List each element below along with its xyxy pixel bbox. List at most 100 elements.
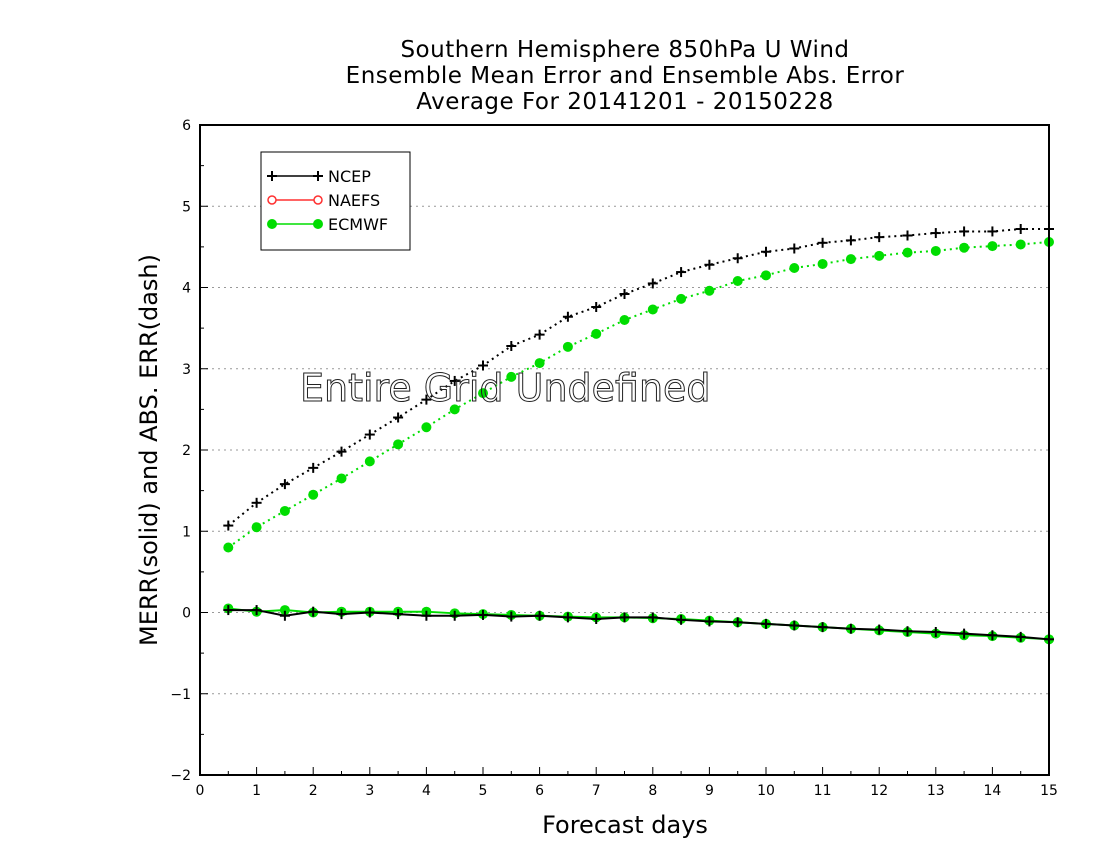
- legend-marker-ecmwf-start: [267, 219, 277, 229]
- ncep-mean-err-point: [308, 606, 319, 617]
- ecmwf-abs-err-point: [647, 304, 658, 315]
- legend-marker-ncep-end: [313, 171, 323, 181]
- y-axis-label: MERR(solid) and ABS. ERR(dash): [135, 254, 163, 646]
- x-tick-label: 8: [648, 783, 657, 799]
- ecmwf-abs-err-point: [223, 542, 234, 553]
- ncep-abs-err-point: [223, 520, 234, 531]
- legend: NCEP NAEFS ECMWF: [260, 151, 411, 251]
- x-tick-label: 11: [814, 783, 832, 799]
- ncep-mean-err-line: [228, 609, 1050, 641]
- legend-box: [260, 151, 411, 251]
- legend-marker-ncep-start: [267, 171, 277, 181]
- ncep-mean-err-point: [789, 620, 800, 631]
- ncep-mean-err-point: [987, 630, 998, 641]
- ncep-mean-err-point: [393, 609, 404, 620]
- ecmwf-abs-err-point: [987, 241, 998, 252]
- ncep-abs-err-point: [393, 412, 404, 423]
- ecmwf-abs-err-point: [676, 293, 687, 304]
- ncep-mean-err-point: [223, 605, 234, 616]
- ecmwf-abs-err-point: [817, 258, 828, 269]
- ncep-mean-err-point: [1015, 631, 1026, 642]
- legend-marker-ecmwf-end: [313, 219, 323, 229]
- legend-marker-naefs-end: [313, 195, 323, 205]
- y-tick-label: 6: [182, 118, 191, 134]
- ecmwf-abs-err-point: [732, 276, 743, 286]
- x-tick-label: 4: [422, 783, 431, 799]
- ncep-mean-err-point: [874, 624, 885, 635]
- ecmwf-abs-err-point: [959, 242, 970, 253]
- ncep-mean-err-point: [562, 612, 573, 623]
- ncep-abs-err-point: [817, 237, 828, 248]
- ncep-abs-err-point: [364, 429, 375, 440]
- ncep-mean-err-point: [930, 627, 941, 637]
- ecmwf-abs-err-point: [534, 358, 545, 369]
- ecmwf-abs-err-point: [336, 473, 347, 484]
- ecmwf-abs-err-point: [761, 270, 771, 281]
- ncep-abs-err-point: [251, 497, 262, 508]
- ncep-abs-err-point: [506, 341, 517, 351]
- ncep-mean-err-point: [364, 607, 375, 618]
- ncep-abs-err-line: [227, 228, 1049, 527]
- ncep-mean-err-point: [817, 622, 828, 633]
- y-tick-label: 3: [182, 362, 191, 378]
- y-tick-label: 4: [182, 281, 191, 297]
- ecmwf-abs-err-point: [449, 404, 460, 415]
- y-tick-label: 2: [182, 443, 191, 459]
- ecmwf-abs-err-point: [1015, 239, 1026, 250]
- ncep-mean-err-point: [676, 614, 687, 625]
- x-tick-label: 6: [535, 783, 544, 799]
- ncep-abs-err-point: [676, 267, 687, 278]
- ncep-mean-err-point: [647, 612, 658, 623]
- x-tick-label: 9: [705, 783, 714, 799]
- x-tick-label: 2: [309, 783, 318, 799]
- ecmwf-abs-err-point: [251, 522, 262, 533]
- ecmwf-abs-err-point: [421, 422, 432, 433]
- chart-title-line-1: Southern Hemisphere 850hPa U Wind: [400, 37, 850, 63]
- ecmwf-abs-err-point: [591, 328, 602, 339]
- ncep-mean-err-point: [761, 618, 771, 629]
- x-tick-label: 5: [479, 783, 488, 799]
- ncep-abs-err-point: [959, 226, 970, 237]
- y-tick-label: 0: [182, 606, 191, 622]
- y-tick-label: −2: [170, 768, 191, 784]
- ncep-abs-err-point: [930, 228, 941, 239]
- y-tick-label: 5: [182, 199, 191, 215]
- ncep-mean-err-point: [251, 605, 262, 616]
- ncep-abs-err-point: [845, 235, 856, 246]
- ecmwf-abs-err-point: [789, 263, 800, 273]
- ncep-mean-err-point: [704, 616, 715, 627]
- ncep-mean-err-point: [732, 617, 743, 628]
- ncep-abs-err-point: [421, 394, 432, 405]
- x-tick-label: 3: [365, 783, 374, 799]
- ncep-abs-err-point: [761, 246, 771, 257]
- ecmwf-abs-err-point: [393, 439, 404, 450]
- legend-marker-naefs-start: [267, 195, 277, 205]
- ncep-mean-err-point: [845, 623, 856, 634]
- ncep-abs-err-point: [732, 253, 743, 264]
- x-tick-label: 1: [252, 783, 261, 799]
- chart-title-line-2: Ensemble Mean Error and Ensemble Abs. Er…: [345, 63, 905, 89]
- x-tick-label: 7: [592, 783, 601, 799]
- ncep-mean-err-point: [506, 611, 517, 622]
- ecmwf-abs-err-point: [562, 341, 573, 352]
- x-tick-label: 12: [870, 783, 888, 799]
- legend-label-ecmwf: ECMWF: [328, 215, 388, 234]
- ncep-mean-err-point: [478, 609, 488, 620]
- y-tick-label: −1: [170, 687, 191, 703]
- ncep-mean-err-point: [959, 628, 970, 639]
- ncep-abs-err-point: [704, 259, 715, 270]
- ecmwf-abs-err-point: [364, 456, 375, 467]
- ncep-abs-err-point: [478, 360, 488, 371]
- ecmwf-abs-err-point: [506, 371, 517, 382]
- legend-label-ncep: NCEP: [328, 167, 371, 186]
- ecmwf-abs-err-point: [478, 388, 488, 399]
- x-axis-label: Forecast days: [542, 811, 708, 839]
- ncep-abs-err-point: [279, 479, 290, 490]
- ecmwf-abs-err-point: [279, 505, 290, 516]
- ncep-mean-err-point: [279, 610, 290, 621]
- ncep-abs-err-point: [449, 375, 460, 386]
- ncep-mean-err-point: [534, 610, 545, 621]
- ncep-abs-err-point: [308, 462, 319, 473]
- ncep-abs-err-point: [534, 329, 545, 340]
